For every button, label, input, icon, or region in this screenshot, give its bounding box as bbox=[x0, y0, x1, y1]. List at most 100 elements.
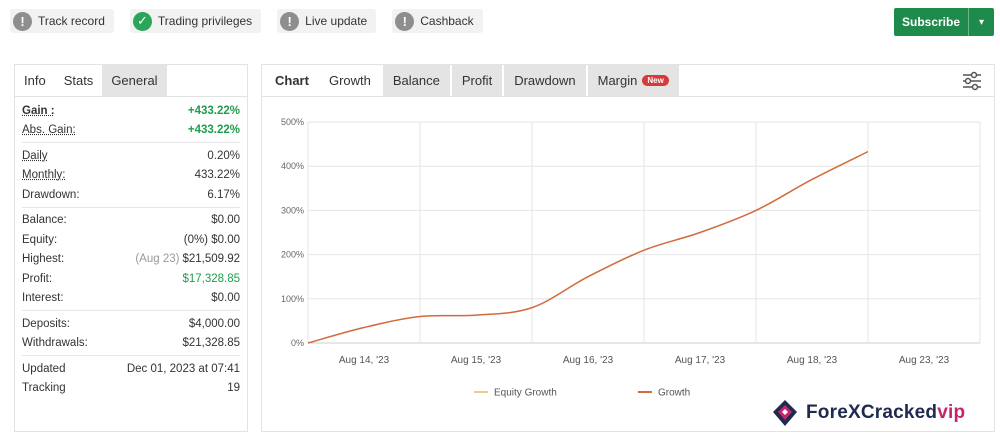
stat-updated: Updated Dec 01, 2023 at 07:41 bbox=[22, 359, 240, 379]
settings-sliders-icon[interactable] bbox=[961, 70, 983, 92]
new-badge: New bbox=[642, 75, 669, 86]
x-tick-label: Aug 23, '23 bbox=[899, 355, 950, 366]
badge-label: Trading privileges bbox=[157, 14, 253, 28]
legend-label[interactable]: Equity Growth bbox=[494, 388, 557, 399]
series-line-growth bbox=[307, 150, 869, 344]
stat-value: $0.00 bbox=[211, 292, 240, 305]
alert-icon: ! bbox=[395, 11, 415, 31]
stat-label: Drawdown: bbox=[22, 188, 80, 201]
stat-label: Equity: bbox=[22, 233, 58, 246]
stat-value: 19 bbox=[227, 382, 240, 395]
stat-value: $17,328.85 bbox=[182, 272, 240, 285]
stat-tracking: Tracking 19 bbox=[22, 379, 240, 399]
stat-value: Dec 01, 2023 at 07:41 bbox=[126, 362, 240, 375]
stat-label[interactable]: Gain : bbox=[22, 104, 55, 117]
stat-daily: Daily 0.20% bbox=[22, 146, 240, 166]
watermark-text: ForeXCrackedvip bbox=[806, 402, 965, 424]
y-tick-label: 100% bbox=[281, 294, 304, 304]
stat-value: $21,328.85 bbox=[182, 337, 240, 350]
stat-gain: Gain : +433.22% bbox=[22, 101, 240, 121]
stat-equity: Equity: (0%) $0.00 bbox=[22, 230, 240, 250]
tab-info[interactable]: Info bbox=[24, 73, 46, 88]
badge-label: Track record bbox=[38, 14, 105, 28]
chart-grid bbox=[307, 121, 981, 344]
stat-label[interactable]: Abs. Gain: bbox=[22, 124, 76, 137]
divider bbox=[22, 142, 240, 143]
alert-icon: ! bbox=[280, 11, 300, 31]
stat-label[interactable]: Daily bbox=[22, 149, 48, 162]
brand-logo-icon bbox=[773, 400, 797, 426]
stats-list: Gain : +433.22% Abs. Gain: +433.22% Dail… bbox=[15, 97, 247, 398]
chart-series bbox=[307, 150, 869, 344]
stat-interest: Interest: $0.00 bbox=[22, 289, 240, 309]
stat-value: 0.20% bbox=[207, 149, 240, 162]
legend-label[interactable]: Growth bbox=[658, 388, 690, 399]
stat-value: 433.22% bbox=[194, 169, 240, 182]
stats-tabs: Info Stats General bbox=[15, 65, 247, 97]
stats-panel: Info Stats General Gain : +433.22% Abs. … bbox=[14, 64, 248, 432]
alert-icon: ! bbox=[13, 11, 32, 31]
y-tick-label: 400% bbox=[281, 161, 304, 171]
watermark-suffix: vip bbox=[937, 402, 966, 423]
chart-heading: Chart bbox=[262, 65, 317, 96]
tab-balance[interactable]: Balance bbox=[382, 65, 450, 96]
y-tick-label: 200% bbox=[281, 250, 304, 260]
y-tick-label: 500% bbox=[281, 117, 304, 127]
stat-profit: Profit: $17,328.85 bbox=[22, 269, 240, 289]
stat-value-group: (Aug 23) $21,509.92 bbox=[135, 253, 240, 265]
tab-margin-label: Margin bbox=[597, 73, 638, 88]
stat-value: $21,509.92 bbox=[182, 253, 240, 266]
tab-profit[interactable]: Profit bbox=[451, 65, 503, 96]
stat-label: Interest: bbox=[22, 292, 64, 305]
stat-value: $4,000.00 bbox=[188, 317, 240, 330]
tab-margin[interactable]: Margin New bbox=[587, 65, 679, 96]
stat-label: Withdrawals: bbox=[22, 337, 88, 350]
y-tick-label: 0% bbox=[291, 338, 304, 348]
stat-label[interactable]: Monthly: bbox=[22, 169, 66, 182]
stat-value: +433.22% bbox=[187, 104, 240, 117]
tab-growth[interactable]: Growth bbox=[318, 65, 381, 96]
y-axis-ticks: 0% 100% 200% 300% 400% 500% bbox=[281, 117, 304, 348]
stat-withdrawals: Withdrawals: $21,328.85 bbox=[22, 334, 240, 354]
stat-balance: Balance: $0.00 bbox=[22, 211, 240, 231]
growth-chart: 0% 100% 200% 300% 400% 500% Aug 14, '23 Aug 15… bbox=[281, 117, 981, 399]
chart-panel: Chart Growth Balance Profit Drawdown Mar… bbox=[261, 64, 995, 432]
chevron-down-icon[interactable]: ▾ bbox=[968, 8, 994, 36]
stat-label: Balance: bbox=[22, 214, 67, 227]
stat-highest: Highest: (Aug 23) $21,509.92 bbox=[22, 250, 240, 270]
stat-label: Deposits: bbox=[22, 317, 70, 330]
tab-stats[interactable]: Stats bbox=[54, 65, 103, 96]
tab-general[interactable]: General bbox=[102, 65, 167, 96]
divider bbox=[22, 206, 240, 208]
badge-live-update[interactable]: ! Live update bbox=[277, 9, 377, 33]
stat-label: Profit: bbox=[22, 272, 53, 285]
x-tick-label: Aug 17, '23 bbox=[675, 355, 726, 366]
status-badges: ! Track record ✓ Trading privileges ! Li… bbox=[10, 9, 483, 33]
watermark: ForeXCrackedvip bbox=[770, 398, 965, 428]
stat-deposits: Deposits: $4,000.00 bbox=[22, 314, 240, 334]
x-axis-ticks: Aug 14, '23 Aug 15, '23 Aug 16, '23 Aug 17,… bbox=[339, 355, 950, 366]
badge-label: Cashback bbox=[420, 14, 474, 28]
subscribe-label: Subscribe bbox=[901, 15, 961, 29]
x-tick-label: Aug 16, '23 bbox=[563, 355, 614, 366]
stat-note: (Aug 23) bbox=[135, 253, 180, 266]
stat-label: Updated bbox=[22, 362, 66, 375]
stat-label: Highest: bbox=[22, 253, 65, 266]
subscribe-button[interactable]: Subscribe ▾ bbox=[894, 8, 994, 36]
tab-drawdown[interactable]: Drawdown bbox=[504, 65, 586, 96]
chart-tabs: Chart Growth Balance Profit Drawdown Mar… bbox=[262, 65, 994, 97]
stat-abs-gain: Abs. Gain: +433.22% bbox=[22, 121, 240, 141]
divider bbox=[22, 310, 240, 311]
watermark-brand: ForeXCracked bbox=[806, 402, 938, 423]
x-tick-label: Aug 15, '23 bbox=[451, 355, 502, 366]
badge-trading-privileges[interactable]: ✓ Trading privileges bbox=[129, 9, 262, 33]
check-icon: ✓ bbox=[132, 11, 152, 31]
badge-cashback[interactable]: ! Cashback bbox=[392, 9, 483, 33]
stat-label: Tracking bbox=[22, 382, 66, 395]
stat-value: 6.17% bbox=[207, 188, 240, 201]
chart-legend: Equity Growth Growth bbox=[474, 388, 690, 399]
stat-value: +433.22% bbox=[187, 124, 240, 137]
stat-monthly: Monthly: 433.22% bbox=[22, 166, 240, 186]
divider bbox=[22, 355, 240, 356]
badge-track-record[interactable]: ! Track record bbox=[10, 9, 114, 33]
